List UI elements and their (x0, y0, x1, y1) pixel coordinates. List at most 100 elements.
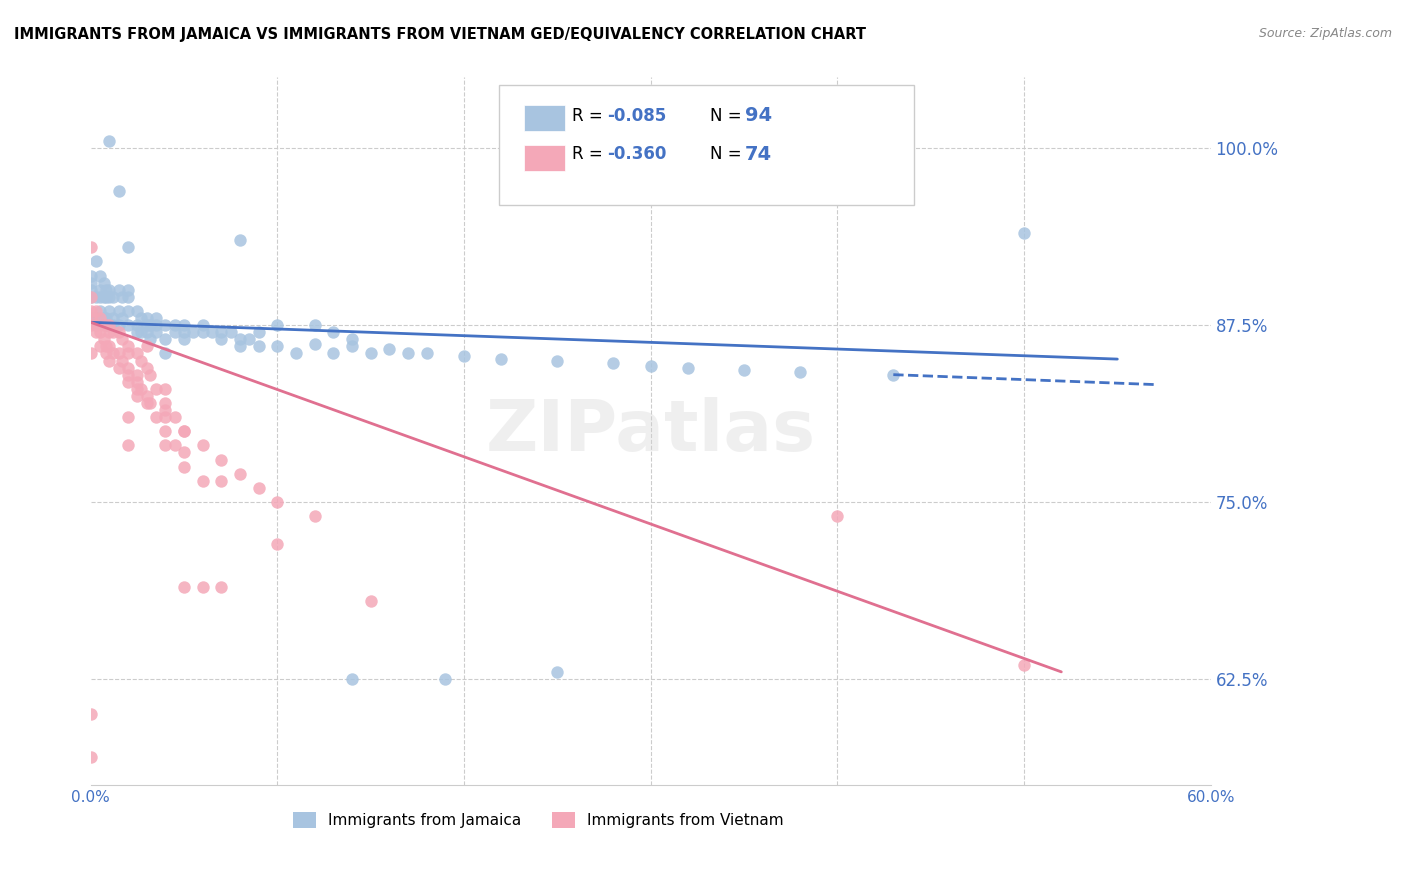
Point (93, 332, 115, 346)
Point (127, 304, 149, 318)
Point (219, 325, 242, 339)
Point (107, 184, 129, 198)
Point (79, 290, 101, 304)
Point (79, 240, 101, 254)
Point (111, 332, 134, 346)
Point (79, 311, 101, 326)
Point (155, 410, 177, 425)
Point (111, 290, 134, 304)
Point (94, 346, 117, 360)
Point (107, 304, 129, 318)
Point (155, 346, 177, 360)
Point (79, 749, 101, 764)
Point (155, 382, 177, 396)
Point (415, 346, 437, 360)
Point (79, 304, 101, 318)
Point (127, 346, 149, 360)
Point (101, 311, 124, 326)
Point (173, 459, 195, 474)
Point (101, 346, 124, 360)
Text: Source: ZipAtlas.com: Source: ZipAtlas.com (1258, 27, 1392, 40)
Point (304, 318, 326, 332)
Point (155, 318, 177, 332)
Point (93, 276, 115, 290)
Point (117, 360, 139, 375)
Point (284, 346, 307, 360)
Point (94, 311, 117, 326)
Point (89, 304, 111, 318)
Point (111, 353, 134, 368)
Point (1012, 657, 1035, 672)
Point (181, 325, 204, 339)
Point (247, 481, 270, 495)
Point (155, 438, 177, 452)
Point (173, 580, 195, 594)
Point (145, 325, 167, 339)
Point (827, 509, 849, 524)
Point (84, 325, 107, 339)
Point (135, 311, 157, 326)
Point (247, 325, 270, 339)
Point (127, 318, 149, 332)
Point (117, 339, 139, 353)
Text: 74: 74 (745, 145, 772, 164)
Point (101, 318, 124, 332)
Point (129, 353, 152, 368)
Point (139, 332, 162, 346)
Text: N =: N = (710, 107, 747, 125)
Point (127, 382, 149, 396)
Point (209, 474, 232, 488)
Point (117, 375, 139, 389)
Point (139, 318, 162, 332)
Point (209, 580, 232, 594)
Point (145, 382, 167, 396)
Point (101, 325, 124, 339)
Point (94, 283, 117, 297)
Point (266, 537, 288, 551)
Point (238, 332, 260, 346)
Point (111, 311, 134, 326)
Point (107, 346, 129, 360)
Point (209, 452, 232, 467)
Point (98, 134, 121, 148)
Text: IMMIGRANTS FROM JAMAICA VS IMMIGRANTS FROM VIETNAM GED/EQUIVALENCY CORRELATION C: IMMIGRANTS FROM JAMAICA VS IMMIGRANTS FR… (14, 27, 866, 42)
Point (173, 318, 195, 332)
Point (89, 311, 111, 326)
Point (266, 495, 288, 509)
Point (93, 290, 115, 304)
Point (340, 672, 363, 686)
Point (191, 325, 214, 339)
Text: -0.085: -0.085 (607, 107, 666, 125)
Point (229, 339, 252, 353)
Point (101, 290, 124, 304)
Point (882, 368, 904, 382)
Point (94, 290, 117, 304)
Point (135, 389, 157, 403)
Point (191, 580, 214, 594)
Point (163, 318, 186, 332)
Point (155, 424, 177, 438)
Point (89, 325, 111, 339)
Point (107, 325, 129, 339)
Point (173, 424, 195, 438)
Point (453, 349, 475, 363)
Point (79, 707, 101, 722)
Point (173, 332, 195, 346)
Point (229, 332, 252, 346)
Point (434, 672, 457, 686)
Point (135, 318, 157, 332)
Text: R =: R = (572, 145, 609, 163)
Point (340, 332, 363, 346)
Point (129, 382, 152, 396)
Point (117, 240, 139, 254)
Point (89, 268, 111, 283)
Point (93, 318, 115, 332)
Point (84, 318, 107, 332)
Point (135, 325, 157, 339)
Point (89, 283, 111, 297)
Point (360, 346, 382, 360)
Point (79, 346, 101, 360)
Point (94, 339, 117, 353)
Point (94, 318, 117, 332)
Point (145, 318, 167, 332)
